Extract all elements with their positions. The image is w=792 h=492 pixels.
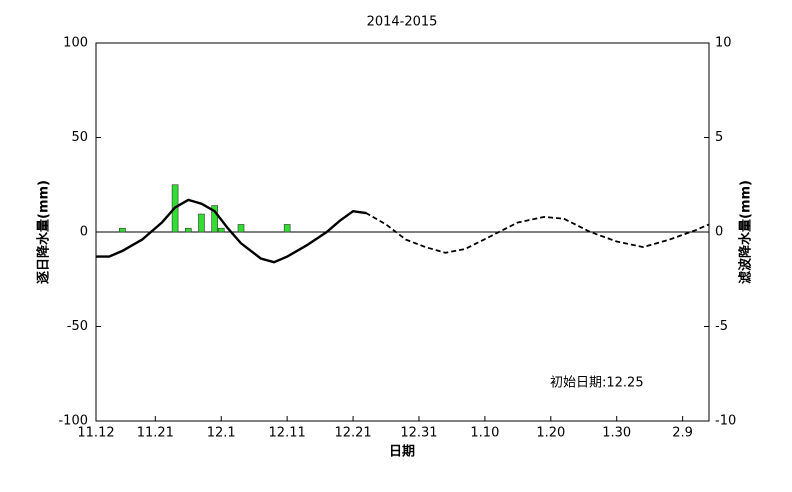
- y-tick-label: 0: [80, 225, 88, 240]
- x-tick-label: 1.30: [602, 426, 631, 441]
- solid-line: [96, 198, 367, 264]
- x-axis-label: 日期: [389, 445, 415, 460]
- y2-tick-label: 0: [715, 225, 723, 240]
- y-tick-label: 100: [63, 36, 88, 51]
- x-tick-label: 12.11: [269, 426, 306, 441]
- bar: [119, 227, 126, 233]
- chart-title: 2014-2015: [367, 15, 438, 30]
- bar: [283, 224, 291, 233]
- y-tick-label: -50: [67, 319, 88, 334]
- x-tick-label: 11.12: [77, 426, 114, 441]
- bar: [217, 227, 225, 233]
- x-tick-label: 11.21: [137, 426, 174, 441]
- bar: [198, 213, 205, 233]
- x-tick-label: 1.10: [470, 426, 499, 441]
- x-tick-label: 2.9: [672, 426, 693, 441]
- y2-tick-label: 10: [715, 36, 732, 51]
- y-tick-label: 50: [71, 130, 88, 145]
- y2-tick-label: -5: [715, 319, 728, 334]
- x-tick-label: 12.21: [334, 426, 371, 441]
- x-tick-label: 12.31: [400, 426, 437, 441]
- dashed-line: [96, 198, 710, 264]
- x-tick-label: 12.1: [207, 426, 236, 441]
- y2-tick-label: 5: [715, 130, 723, 145]
- y-axis-label: 逐日降水量(mm): [36, 180, 52, 284]
- y2-tick-label: -10: [715, 414, 736, 429]
- bar: [184, 227, 192, 233]
- y2-axis-label: 滤波降水量(mm): [738, 180, 754, 284]
- bar: [211, 205, 218, 233]
- annotation: 初始日期:12.25: [550, 376, 644, 391]
- bar: [237, 224, 245, 233]
- x-tick-label: 1.20: [536, 426, 565, 441]
- y-tick-label: -100: [58, 414, 88, 429]
